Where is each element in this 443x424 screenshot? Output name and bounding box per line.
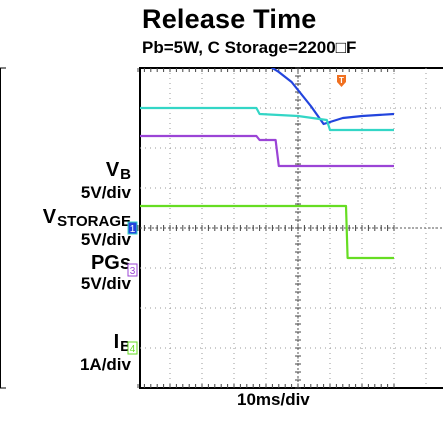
chart-subtitle: Pb=5W, C Storage=2200□F (142, 38, 357, 57)
traces (140, 68, 395, 260)
trace-ib (140, 204, 394, 260)
channel-sub-vb: B (120, 166, 131, 183)
ch3-marker-box (127, 263, 138, 277)
channel-sub-ib: B (120, 338, 131, 355)
trace-pgs (140, 134, 394, 168)
channel-label-ib: IB 1A/div (80, 332, 131, 373)
channel-markers: 1 3 4 T (127, 75, 346, 355)
channel-name-vb: V (105, 159, 120, 181)
channel-scale-vb: 5V/div (80, 183, 131, 202)
channel-sub-vstorage: STORAGE (57, 213, 131, 230)
channel-scale-ib: 1A/div (79, 355, 131, 374)
trace-vstorage (140, 106, 394, 132)
ch1-marker: 1 (130, 224, 136, 235)
channel-label-pgs: PGs 5V/div (81, 253, 131, 292)
channel-name-ib: I (113, 331, 120, 353)
channel-name-vstorage: V (42, 206, 57, 228)
channel-label-vstorage: VSTORAGE 5V/div (43, 207, 131, 248)
ch1-marker-box (127, 221, 138, 235)
grid (137, 67, 443, 389)
chart-title: Release Time (142, 4, 317, 34)
channel-scale-vstorage: 5V/div (80, 230, 131, 249)
ch3-marker: 3 (130, 266, 136, 277)
trigger-marker: T (339, 76, 344, 85)
channel-label-vb: VB 5V/div (81, 160, 131, 201)
x-axis-label: 10ms/div (237, 390, 310, 409)
trigger-marker-shape (337, 75, 346, 87)
trace-vb (270, 68, 395, 126)
ch4-marker-box (127, 341, 138, 355)
ch4-marker: 4 (130, 344, 136, 355)
channel-scale-pgs: 5V/div (80, 274, 131, 293)
channel-name-pgs: PGs (90, 252, 131, 274)
